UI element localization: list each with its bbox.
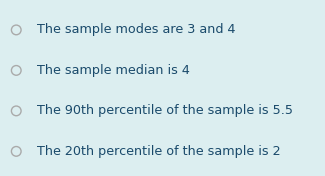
- Text: The 90th percentile of the sample is 5.5: The 90th percentile of the sample is 5.5: [37, 104, 293, 117]
- Text: The sample median is 4: The sample median is 4: [37, 64, 190, 77]
- Text: The 20th percentile of the sample is 2: The 20th percentile of the sample is 2: [37, 145, 281, 158]
- Text: The sample modes are 3 and 4: The sample modes are 3 and 4: [37, 23, 236, 36]
